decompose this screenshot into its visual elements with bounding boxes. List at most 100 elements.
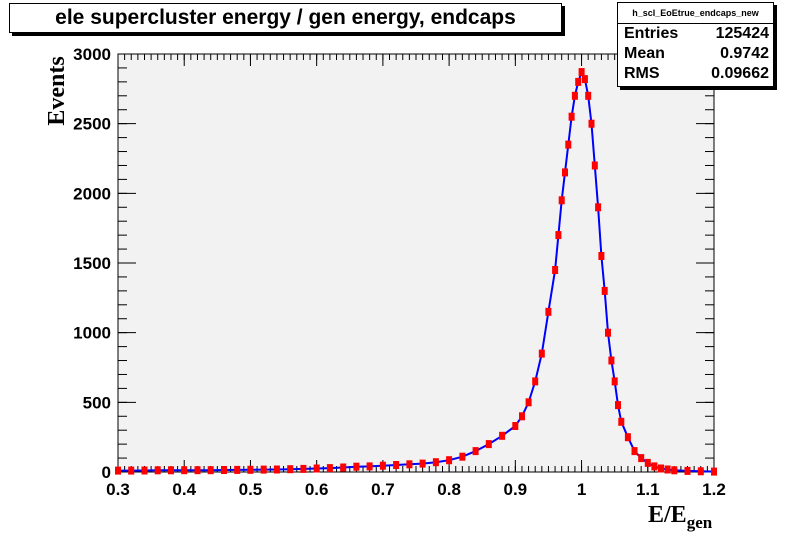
x-axis-title-main: E/E — [648, 502, 687, 528]
y-tick-label: 3000 — [73, 45, 111, 64]
stats-rms-label: RMS — [624, 65, 660, 82]
data-marker — [393, 461, 400, 469]
x-tick-label: 0.5 — [239, 480, 263, 499]
data-marker — [300, 464, 307, 473]
data-marker — [631, 447, 638, 456]
data-marker — [313, 464, 320, 473]
x-tick-label: 1.1 — [636, 480, 660, 499]
x-tick-label: 1 — [577, 480, 586, 499]
stats-box: h_scl_EoEtrue_endcaps_new Entries 125424… — [617, 2, 774, 87]
data-marker — [601, 286, 608, 295]
data-marker — [234, 465, 241, 474]
y-tick-label: 1500 — [73, 254, 111, 273]
x-axis-title-subscript: gen — [687, 513, 713, 532]
data-marker — [141, 466, 148, 475]
x-tick-label: 0.4 — [172, 480, 196, 499]
data-marker — [562, 168, 568, 177]
data-marker — [538, 349, 545, 358]
data-marker — [287, 465, 294, 474]
data-marker — [605, 328, 611, 337]
axis-tick-labels: 0.3 0.4 0.5 0.6 0.7 0.8 0.9 1 1.1 1.2 0 500 1000 1500… — [73, 45, 726, 499]
data-marker — [658, 464, 664, 473]
stats-entries-label: Entries — [624, 25, 679, 42]
data-marker — [260, 465, 267, 474]
data-marker — [379, 461, 386, 470]
data-marker — [615, 401, 621, 410]
data-marker — [581, 75, 588, 84]
data-marker — [247, 465, 254, 474]
data-marker — [485, 440, 492, 449]
data-marker — [525, 398, 532, 407]
data-marker — [697, 467, 704, 476]
stats-mean-value: 0.9742 — [720, 45, 769, 62]
data-markers — [115, 68, 717, 476]
data-marker — [154, 466, 161, 475]
data-marker — [115, 466, 121, 475]
data-marker — [446, 456, 453, 465]
data-marker — [366, 462, 373, 471]
data-marker — [624, 433, 631, 442]
data-marker — [585, 91, 592, 100]
stats-rms-value: 0.09662 — [711, 65, 769, 82]
plot-area — [117, 53, 715, 473]
x-tick-label: 1.2 — [702, 480, 726, 499]
data-marker — [571, 91, 578, 100]
data-marker — [575, 77, 582, 86]
data-marker — [545, 307, 552, 316]
x-tick-label: 0.3 — [106, 480, 130, 499]
data-marker — [555, 231, 562, 240]
data-marker — [406, 460, 413, 469]
x-tick-label: 0.6 — [305, 480, 329, 499]
data-marker — [459, 452, 466, 461]
data-marker — [611, 377, 618, 386]
data-marker — [472, 447, 479, 456]
data-marker — [128, 466, 135, 475]
stats-row-mean: Mean 0.9742 — [618, 44, 773, 64]
stats-entries-value: 125424 — [715, 25, 769, 42]
data-marker — [638, 454, 645, 463]
data-marker — [644, 458, 651, 467]
data-marker — [168, 466, 174, 475]
data-marker — [565, 140, 572, 149]
data-marker — [664, 465, 671, 474]
x-tick-label: 0.9 — [504, 480, 528, 499]
data-marker — [558, 196, 565, 205]
stats-row-rms: RMS 0.09662 — [618, 64, 773, 84]
y-tick-label: 2500 — [73, 115, 111, 134]
data-marker — [340, 463, 347, 472]
data-marker — [499, 431, 506, 440]
x-tick-label: 0.8 — [437, 480, 461, 499]
data-marker — [671, 466, 678, 475]
data-marker — [419, 459, 426, 468]
data-marker — [326, 464, 333, 473]
stats-mean-label: Mean — [624, 45, 665, 62]
y-tick-label: 2000 — [73, 184, 111, 203]
data-marker — [618, 417, 625, 426]
data-marker — [578, 68, 585, 77]
chart-title: ele supercluster energy / gen energy, en… — [55, 6, 516, 29]
data-marker — [684, 466, 691, 475]
data-marker — [608, 356, 615, 365]
data-marker — [651, 462, 658, 471]
data-marker — [181, 466, 188, 475]
data-marker — [519, 412, 525, 421]
data-marker — [711, 467, 717, 476]
stats-histogram-name: h_scl_EoEtrue_endcaps_new — [618, 3, 773, 24]
stats-row-entries: Entries 125424 — [618, 24, 773, 44]
x-axis-title: E/Egen — [648, 502, 713, 532]
data-marker — [568, 112, 575, 121]
data-marker — [532, 377, 539, 386]
y-tick-label: 500 — [83, 393, 111, 412]
data-marker — [512, 422, 519, 430]
data-marker — [432, 458, 439, 467]
data-marker — [598, 252, 605, 260]
data-marker — [221, 466, 227, 474]
data-marker — [595, 203, 602, 212]
data-marker — [353, 462, 360, 471]
chart-title-box: ele supercluster energy / gen energy, en… — [9, 3, 562, 33]
y-tick-label: 1000 — [73, 324, 111, 343]
data-marker — [552, 266, 559, 274]
y-tick-label: 0 — [102, 463, 111, 482]
y-axis-title: Events — [44, 56, 70, 125]
data-marker — [591, 161, 598, 170]
